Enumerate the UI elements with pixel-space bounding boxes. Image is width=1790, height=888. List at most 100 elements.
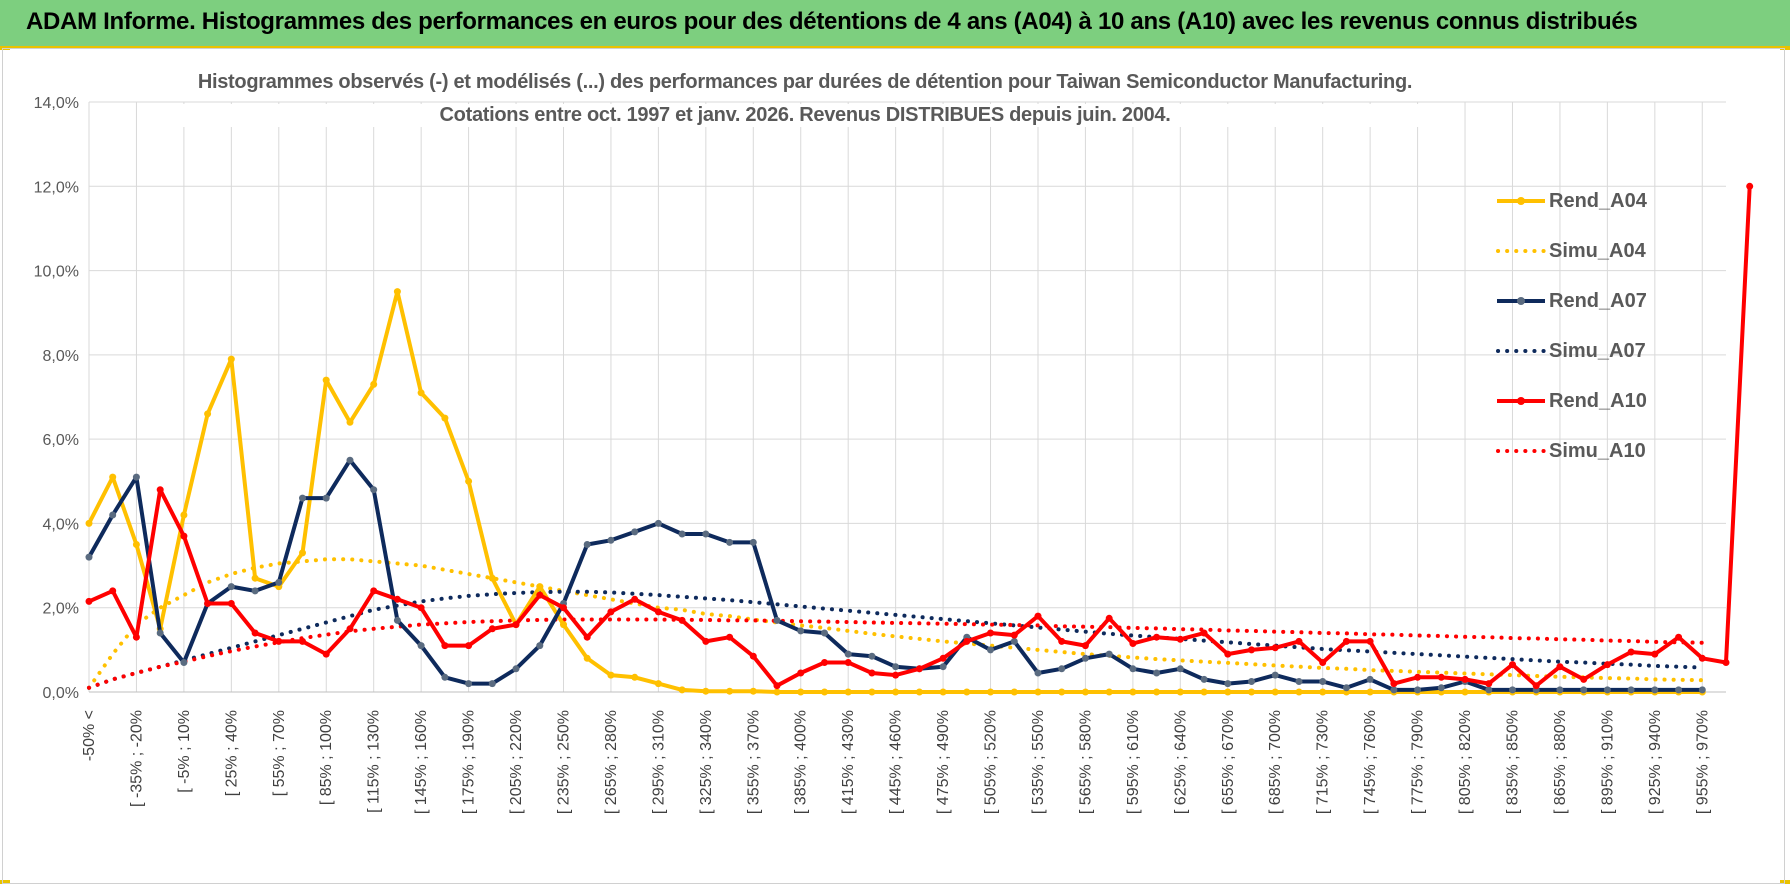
x-tick-label: [ 385% ; 400% xyxy=(793,710,810,814)
point-rend-a07 xyxy=(1176,665,1184,673)
legend-item-simu-a10[interactable]: Simu_A10 xyxy=(1495,426,1670,476)
point-rend-a10 xyxy=(963,637,971,645)
point-rend-a07 xyxy=(1153,669,1161,677)
x-tick-label: [ 205% ; 220% xyxy=(508,710,525,814)
x-tick-label: [ 625% ; 640% xyxy=(1172,710,1189,814)
point-rend-a10 xyxy=(987,629,994,637)
point-rend-a10 xyxy=(797,669,805,677)
point-rend-a04 xyxy=(346,418,354,426)
x-tick-label: [ 745% ; 760% xyxy=(1362,710,1379,814)
legend-item-simu-a07[interactable]: Simu_A07 xyxy=(1495,326,1670,376)
header-band: ADAM Informe. Histogrammes des performan… xyxy=(0,0,1790,48)
series-rend-a07 xyxy=(85,456,1706,694)
point-rend-a04 xyxy=(85,519,93,527)
point-rend-a04 xyxy=(1295,688,1303,696)
point-rend-a07 xyxy=(1603,686,1611,694)
legend-item-rend-a10[interactable]: Rend_A10 xyxy=(1495,376,1670,426)
point-rend-a10 xyxy=(465,642,473,650)
point-rend-a04 xyxy=(1319,688,1327,696)
y-tick-label: 10,0% xyxy=(34,264,79,281)
point-rend-a04 xyxy=(868,688,876,696)
x-tick-label: [ 265% ; 280% xyxy=(603,710,620,814)
point-rend-a07 xyxy=(275,578,283,586)
point-rend-a07 xyxy=(536,642,544,650)
point-rend-a10 xyxy=(322,650,330,658)
point-rend-a04 xyxy=(1034,688,1042,696)
point-rend-a10 xyxy=(1532,682,1540,690)
point-rend-a10 xyxy=(560,604,567,612)
point-rend-a04 xyxy=(299,549,306,557)
point-rend-a07 xyxy=(1627,686,1635,694)
point-rend-a07 xyxy=(417,642,425,650)
point-rend-a10 xyxy=(1248,646,1255,654)
point-rend-a07 xyxy=(1248,678,1255,685)
point-rend-a10 xyxy=(1295,637,1303,645)
point-rend-a04 xyxy=(1081,688,1089,696)
legend-swatch-simu-a10 xyxy=(1496,449,1547,453)
legend-item-simu-a04[interactable]: Simu_A04 xyxy=(1495,226,1670,276)
point-rend-a10 xyxy=(180,532,188,540)
point-rend-a07 xyxy=(749,538,757,546)
legend-label: Simu_A07 xyxy=(1549,339,1646,362)
point-rend-a04 xyxy=(322,376,330,384)
point-rend-a10 xyxy=(1010,631,1018,639)
point-rend-a04 xyxy=(797,688,805,696)
point-rend-a04 xyxy=(204,410,212,418)
point-rend-a10 xyxy=(156,486,164,494)
point-rend-a04 xyxy=(393,288,401,296)
point-rend-a04 xyxy=(251,574,259,582)
point-rend-a07 xyxy=(987,646,994,654)
point-rend-a10 xyxy=(1698,654,1706,662)
point-rend-a07 xyxy=(1081,654,1089,662)
point-rend-a10 xyxy=(1485,680,1493,688)
point-rend-a07 xyxy=(346,456,354,464)
point-rend-a07 xyxy=(251,587,259,595)
point-rend-a04 xyxy=(915,688,923,696)
point-rend-a10 xyxy=(1366,637,1374,645)
point-rend-a10 xyxy=(1153,633,1161,641)
point-rend-a04 xyxy=(654,680,662,688)
point-rend-a10 xyxy=(844,659,852,666)
point-rend-a07 xyxy=(1295,678,1303,685)
point-rend-a04 xyxy=(1058,688,1066,696)
point-rend-a04 xyxy=(939,688,947,696)
x-tick-label: [ 505% ; 520% xyxy=(983,710,1000,814)
legend-item-rend-a07[interactable]: Rend_A07 xyxy=(1495,276,1670,326)
point-rend-a10 xyxy=(275,637,283,645)
point-rend-a04 xyxy=(370,380,378,388)
point-rend-a10 xyxy=(1722,659,1730,666)
point-rend-a10 xyxy=(1675,633,1683,641)
point-rend-a10 xyxy=(1390,680,1398,688)
point-rend-a07 xyxy=(1390,686,1398,694)
legend-label: Rend_A07 xyxy=(1549,289,1647,312)
x-tick-label: [ 835% ; 850% xyxy=(1504,710,1521,814)
point-rend-a04 xyxy=(1224,688,1232,696)
point-rend-a10 xyxy=(1319,659,1327,666)
point-rend-a04 xyxy=(963,688,971,696)
y-axis-ticks: 0,0% 2,0% 4,0% 6,0% 8,0% 10,0% 12,0% 14,0% xyxy=(34,95,79,702)
point-rend-a04 xyxy=(821,688,828,696)
point-rend-a10 xyxy=(109,587,117,595)
x-tick-label: [ 775% ; 790% xyxy=(1410,710,1427,814)
point-rend-a07 xyxy=(1414,686,1422,694)
point-rend-a07 xyxy=(299,494,306,502)
legend-item-rend-a04[interactable]: Rend_A04 xyxy=(1495,176,1670,226)
point-rend-a04 xyxy=(465,477,473,485)
point-rend-a10 xyxy=(939,654,947,662)
point-rend-a10 xyxy=(702,637,710,645)
x-tick-label: [ -35% ; -20% xyxy=(128,710,145,807)
point-rend-a10 xyxy=(1437,673,1445,681)
x-tick-label: [ 475% ; 490% xyxy=(935,710,952,814)
legend-swatch-simu-a04 xyxy=(1496,249,1547,253)
point-rend-a10 xyxy=(892,671,900,679)
point-rend-a10 xyxy=(1603,661,1611,669)
point-rend-a04 xyxy=(132,541,140,548)
corner-mark xyxy=(1780,880,1790,884)
point-rend-a04 xyxy=(180,511,188,519)
point-rend-a10 xyxy=(654,608,662,616)
point-rend-a04 xyxy=(678,686,686,694)
point-rend-a07 xyxy=(1129,665,1137,673)
point-rend-a10 xyxy=(1342,637,1350,645)
point-rend-a10 xyxy=(631,595,639,603)
